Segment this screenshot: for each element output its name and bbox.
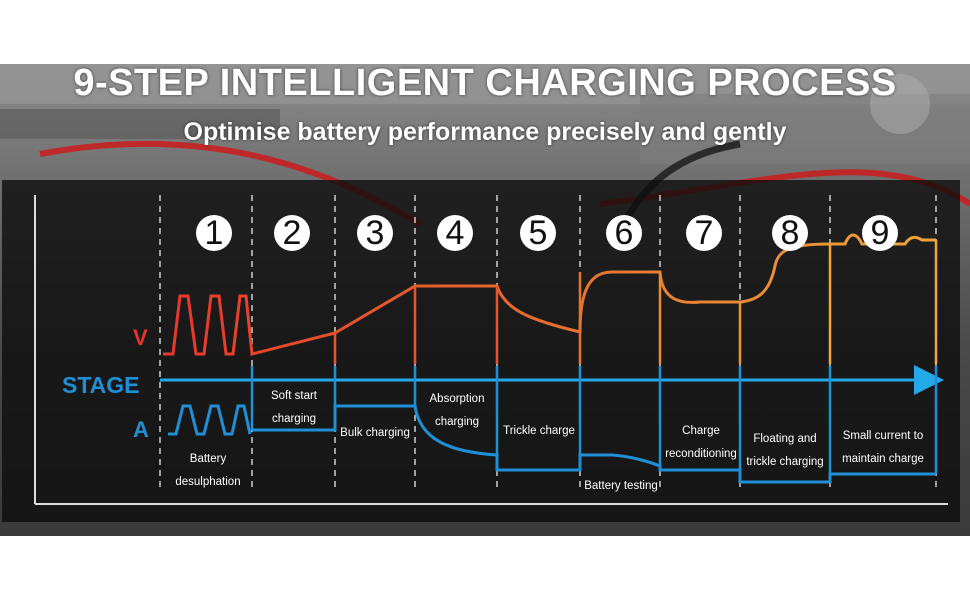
- step-5-badge: 5: [520, 215, 556, 251]
- step-5-name: Trickle charge: [499, 420, 579, 443]
- step-7-badge: 7: [686, 215, 722, 251]
- step-2-badge: 2: [274, 215, 310, 251]
- page-title: 9-STEP INTELLIGENT CHARGING PROCESS: [73, 62, 897, 104]
- step-7-name-line1: Charge: [682, 425, 720, 437]
- step-7-name: Charge reconditioning: [662, 420, 740, 466]
- voltage-verticals: [333, 240, 938, 364]
- step-6-name: Battery testing: [580, 475, 662, 498]
- step-4-name: Absorption charging: [418, 388, 496, 434]
- step-6-badge: 6: [606, 215, 642, 251]
- step-9-badge: 9: [862, 215, 898, 251]
- step-7-name-line2: reconditioning: [665, 448, 737, 460]
- step-4-badge: 4: [437, 215, 473, 251]
- step-2-name-line1: Soft start: [270, 390, 318, 402]
- step-4-name-line2: charging: [434, 416, 480, 428]
- step-3-badge: 3: [357, 215, 393, 251]
- step-9-name-line2: maintain charge: [842, 453, 924, 465]
- step-1-name-line2: desulphation: [175, 476, 241, 488]
- voltage-axis-label: V: [133, 325, 148, 350]
- page-subtitle: Optimise battery performance precisely a…: [183, 118, 787, 146]
- step-8-name-line2: trickle charging: [746, 456, 824, 468]
- step-8-name-line1: Floating and: [753, 433, 817, 445]
- step-1-name-line1: Battery: [189, 453, 227, 465]
- step-3-name-line1: Bulk charging: [340, 427, 410, 439]
- voltage-curve: [163, 233, 936, 356]
- step-9-name: Small current to maintain charge: [834, 425, 932, 471]
- step-6-name-line1: Battery testing: [584, 480, 658, 492]
- step-8-badge: 8: [772, 215, 808, 251]
- step-8-name: Floating and trickle charging: [742, 428, 828, 474]
- step-2-name: Soft start charging: [254, 385, 334, 431]
- current-verticals: [250, 366, 938, 482]
- step-2-name-line2: charging: [271, 413, 317, 425]
- step-3-name: Bulk charging: [337, 422, 413, 445]
- step-4-name-line1: Absorption: [429, 393, 485, 405]
- step-1-name: Battery desulphation: [168, 448, 248, 494]
- stage-axis-label: STAGE: [62, 372, 140, 398]
- step-1-badge: 1: [196, 215, 232, 251]
- step-5-name-line1: Trickle charge: [503, 425, 575, 437]
- step-9-name-line1: Small current to: [842, 430, 924, 442]
- current-axis-label: A: [133, 417, 149, 442]
